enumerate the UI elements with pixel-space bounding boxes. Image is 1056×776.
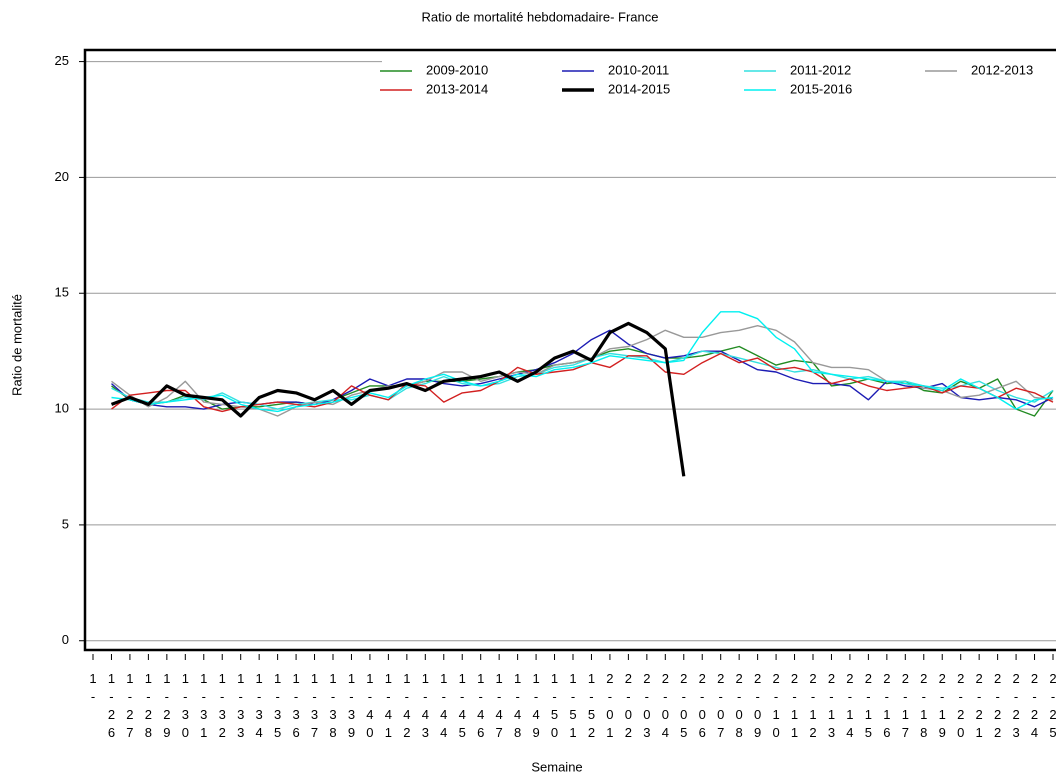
y-tick-label: 15 xyxy=(55,285,69,300)
x-tick-label: 1 -2 7 xyxy=(126,671,133,740)
x-tick-label: 2 -0 1 xyxy=(606,671,613,740)
x-tick-label: 2 -1 8 xyxy=(920,671,927,740)
x-tick-label: 1 -4 7 xyxy=(496,671,503,740)
x-tick-label: 2 -0 4 xyxy=(662,671,669,740)
x-tick-label: 1 -3 6 xyxy=(292,671,299,740)
x-tick-label: 1 -3 2 xyxy=(219,671,226,740)
x-tick-label: 1- xyxy=(89,671,96,704)
x-tick-label: 2 -0 8 xyxy=(736,671,743,740)
x-tick-label: 1 -5 1 xyxy=(569,671,576,740)
x-tick-label: 2 -1 9 xyxy=(939,671,946,740)
x-tick-label: 1 -4 5 xyxy=(459,671,466,740)
x-tick-label: 2 -1 6 xyxy=(883,671,890,740)
y-tick-label: 25 xyxy=(55,53,69,68)
x-tick-label: 1 -2 9 xyxy=(163,671,170,740)
x-tick-label: 1 -4 6 xyxy=(477,671,484,740)
x-tick-label: 2 -1 1 xyxy=(791,671,798,740)
x-tick-label: 2 -0 5 xyxy=(680,671,687,740)
x-tick-label: 2 -0 2 xyxy=(625,671,632,740)
series-line xyxy=(111,350,1054,410)
x-tick-label: 2 -2 4 xyxy=(1031,671,1038,740)
x-tick-label: 1 -3 3 xyxy=(237,671,244,740)
x-tick-label: 2 -0 6 xyxy=(699,671,706,740)
chart-title: Ratio de mortalité hebdomadaire- France xyxy=(421,9,658,24)
x-tick-label: 1 -4 2 xyxy=(403,671,410,740)
x-tick-label: 2 -2 0 xyxy=(957,671,964,740)
x-tick-label: 1 -5 2 xyxy=(588,671,595,740)
x-tick-label: 1 -3 0 xyxy=(182,671,189,740)
series-line xyxy=(111,352,1054,413)
legend-label: 2009-2010 xyxy=(426,62,488,77)
series-line xyxy=(111,311,1054,413)
x-tick-label: 1 -2 6 xyxy=(108,671,115,740)
x-tick-label: 1 -4 8 xyxy=(514,671,521,740)
x-tick-label: 2 -0 7 xyxy=(717,671,724,740)
legend-label: 2010-2011 xyxy=(608,62,669,77)
series-line xyxy=(110,321,686,477)
plot-frame xyxy=(83,48,1056,652)
x-tick-label: 1 -3 5 xyxy=(274,671,281,740)
y-tick-label: 10 xyxy=(55,401,69,416)
y-axis-label: Ratio de mortalité xyxy=(9,294,24,396)
x-axis-label: Semaine xyxy=(531,759,582,774)
x-tick-label: 1 -5 0 xyxy=(551,671,558,740)
legend-label: 2012-2013 xyxy=(971,62,1033,77)
x-tick-label: 1 -4 4 xyxy=(440,671,447,740)
x-tick-label: 2 -0 3 xyxy=(643,671,650,740)
x-tick-label: 1 -4 0 xyxy=(366,671,373,740)
x-tick-label: 2 -1 7 xyxy=(902,671,909,740)
x-tick-label: 2 -2 3 xyxy=(1012,671,1019,740)
x-tick-label: 2 -1 0 xyxy=(772,671,779,740)
x-tick-label: 1 -3 7 xyxy=(311,671,318,740)
x-tick-label: 1 -3 1 xyxy=(200,671,207,740)
x-tick-label: 2 -2 1 xyxy=(976,671,983,740)
x-tick-label: 1 -4 1 xyxy=(385,671,392,740)
x-tick-label: 2 -2 2 xyxy=(994,671,1001,740)
x-tick-label: 1 -4 3 xyxy=(422,671,429,740)
y-tick-label: 0 xyxy=(62,632,69,647)
legend-label: 2013-2014 xyxy=(426,81,488,96)
legend-label: 2015-2016 xyxy=(790,81,852,96)
legend-box xyxy=(382,58,1056,102)
x-tick-label: 1 -3 8 xyxy=(329,671,336,740)
x-tick-label: 2 -1 2 xyxy=(809,671,816,740)
x-tick-label: 2 -1 4 xyxy=(846,671,853,740)
x-tick-label: 1 -3 4 xyxy=(256,671,263,740)
x-tick-label: 2 -1 5 xyxy=(865,671,872,740)
x-tick-label: 2 -1 3 xyxy=(828,671,835,740)
x-tick-label: 2 -2 5 xyxy=(1049,671,1056,740)
legend-label: 2014-2015 xyxy=(608,81,670,96)
legend-label: 2011-2012 xyxy=(790,62,851,77)
x-tick-label: 2 -0 9 xyxy=(754,671,761,740)
y-tick-label: 20 xyxy=(55,169,69,184)
x-tick-label: 1 -4 9 xyxy=(532,671,539,740)
y-tick-label: 5 xyxy=(62,516,69,531)
x-tick-label: 1 -2 8 xyxy=(145,671,152,740)
x-tick-label: 1 -3 9 xyxy=(348,671,355,740)
